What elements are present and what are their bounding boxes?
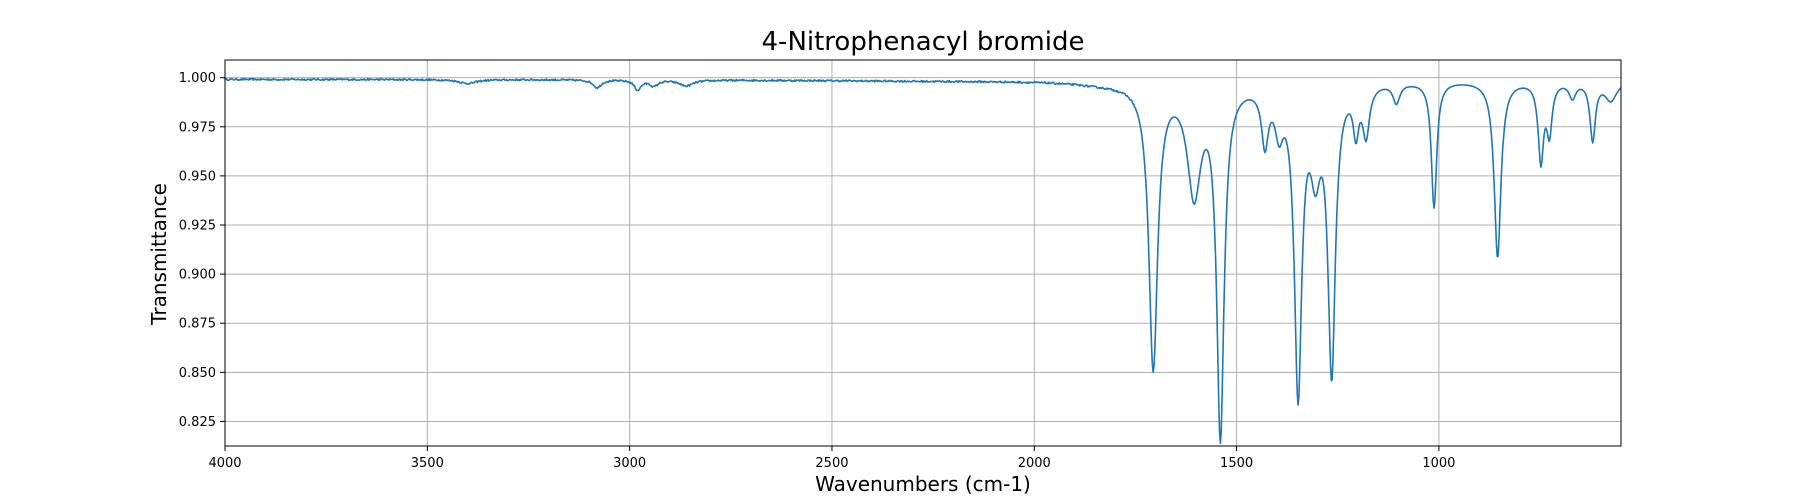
x-tick-label: 1500 <box>1220 456 1253 471</box>
y-tick-label: 0.925 <box>179 219 216 234</box>
y-tick-label: 0.850 <box>179 366 216 381</box>
y-axis: 1.000 0.975 0.950 0.925 0.900 0.875 0.850 0.825 <box>179 71 225 430</box>
x-tick-label: 3000 <box>613 456 646 471</box>
grid <box>224 60 1621 446</box>
x-tick-label: 2000 <box>1018 456 1051 471</box>
series-layer <box>224 77 1622 445</box>
chart-title: 4-Nitrophenacyl bromide <box>762 27 1085 57</box>
y-tick-label: 0.950 <box>179 169 216 184</box>
spectrum-line <box>224 77 1622 445</box>
x-axis: 4000 3500 3000 2500 2000 1500 1000 <box>208 446 1455 471</box>
y-axis-title: Transmittance <box>147 183 171 326</box>
plot-frame <box>224 59 1622 447</box>
x-tick-label: 3500 <box>411 456 444 471</box>
y-tick-label: 1.000 <box>179 71 216 86</box>
y-tick-label: 0.975 <box>179 120 216 135</box>
x-tick-label: 1000 <box>1422 456 1455 471</box>
y-tick-label: 0.900 <box>179 268 216 283</box>
x-tick-label: 2500 <box>815 456 848 471</box>
y-tick-label: 0.825 <box>179 415 216 430</box>
x-tick-label: 4000 <box>208 456 241 471</box>
x-axis-title: Wavenumbers (cm-1) <box>815 472 1031 496</box>
y-tick-label: 0.875 <box>179 317 216 332</box>
